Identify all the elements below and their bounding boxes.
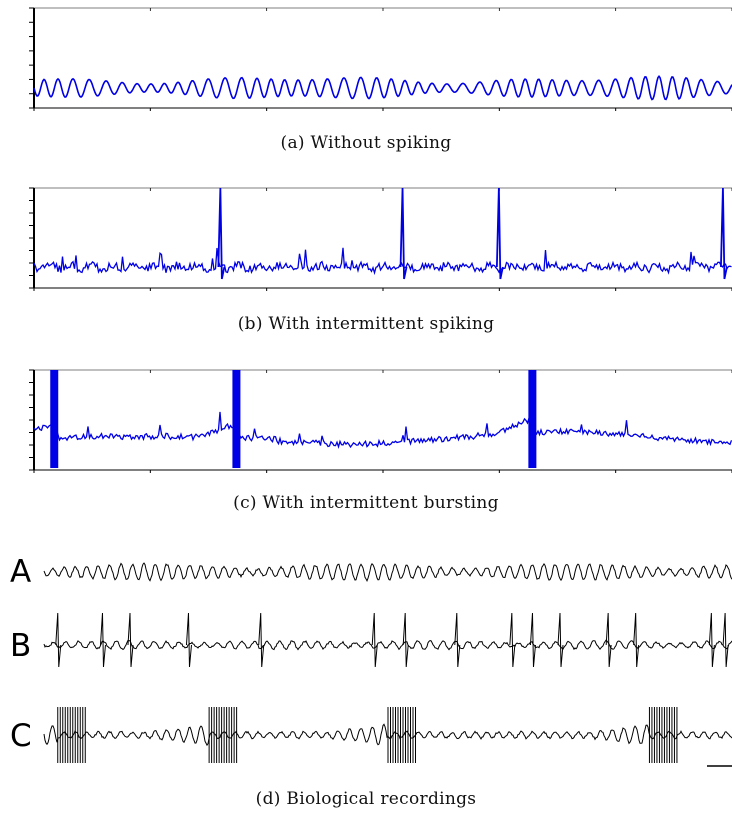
burst [232,370,241,468]
spike [217,187,226,280]
trace-b-spike [99,612,106,668]
spike [720,187,728,280]
trace-b-spike [402,612,409,668]
trace-label-a: A [10,554,32,590]
plot-b [29,187,732,291]
trace-label-b: B [10,628,32,664]
plot-a [29,7,732,111]
trace-b-spike [509,612,516,668]
trace-b-spike [708,612,715,668]
trace-b-spike [371,612,378,668]
trace-b-line [43,639,732,651]
panel-c [0,362,732,482]
burst [50,370,59,468]
trace-b-spike [127,612,134,668]
panel-b [0,180,732,300]
trace-line [33,75,732,101]
spike [399,187,408,280]
trace-a-line [43,562,732,583]
caption-b: (b) With intermittent spiking [237,314,495,334]
trace-b-spike [722,612,729,668]
trace-label-c: C [10,718,32,754]
trace-b-spike [529,612,536,668]
trace-line [33,247,732,276]
trace-b-spike [605,612,612,668]
caption-a: (a) Without spiking [280,133,452,153]
plot-d [43,562,732,767]
caption-d: (d) Biological recordings [255,789,477,809]
trace-line [33,411,732,450]
trace-b-spike [454,612,461,668]
trace-b-spike [55,612,62,668]
trace-b-spike [258,612,265,668]
plot-c [29,369,732,473]
trace-b-spike [185,612,192,668]
trace-b-spike [557,612,564,668]
spike [495,187,504,280]
panel-a [0,0,732,125]
burst [528,370,537,468]
caption-c: (c) With intermittent bursting [233,493,499,513]
trace-b-spike [633,612,640,668]
panel-d: A B C [0,540,732,780]
